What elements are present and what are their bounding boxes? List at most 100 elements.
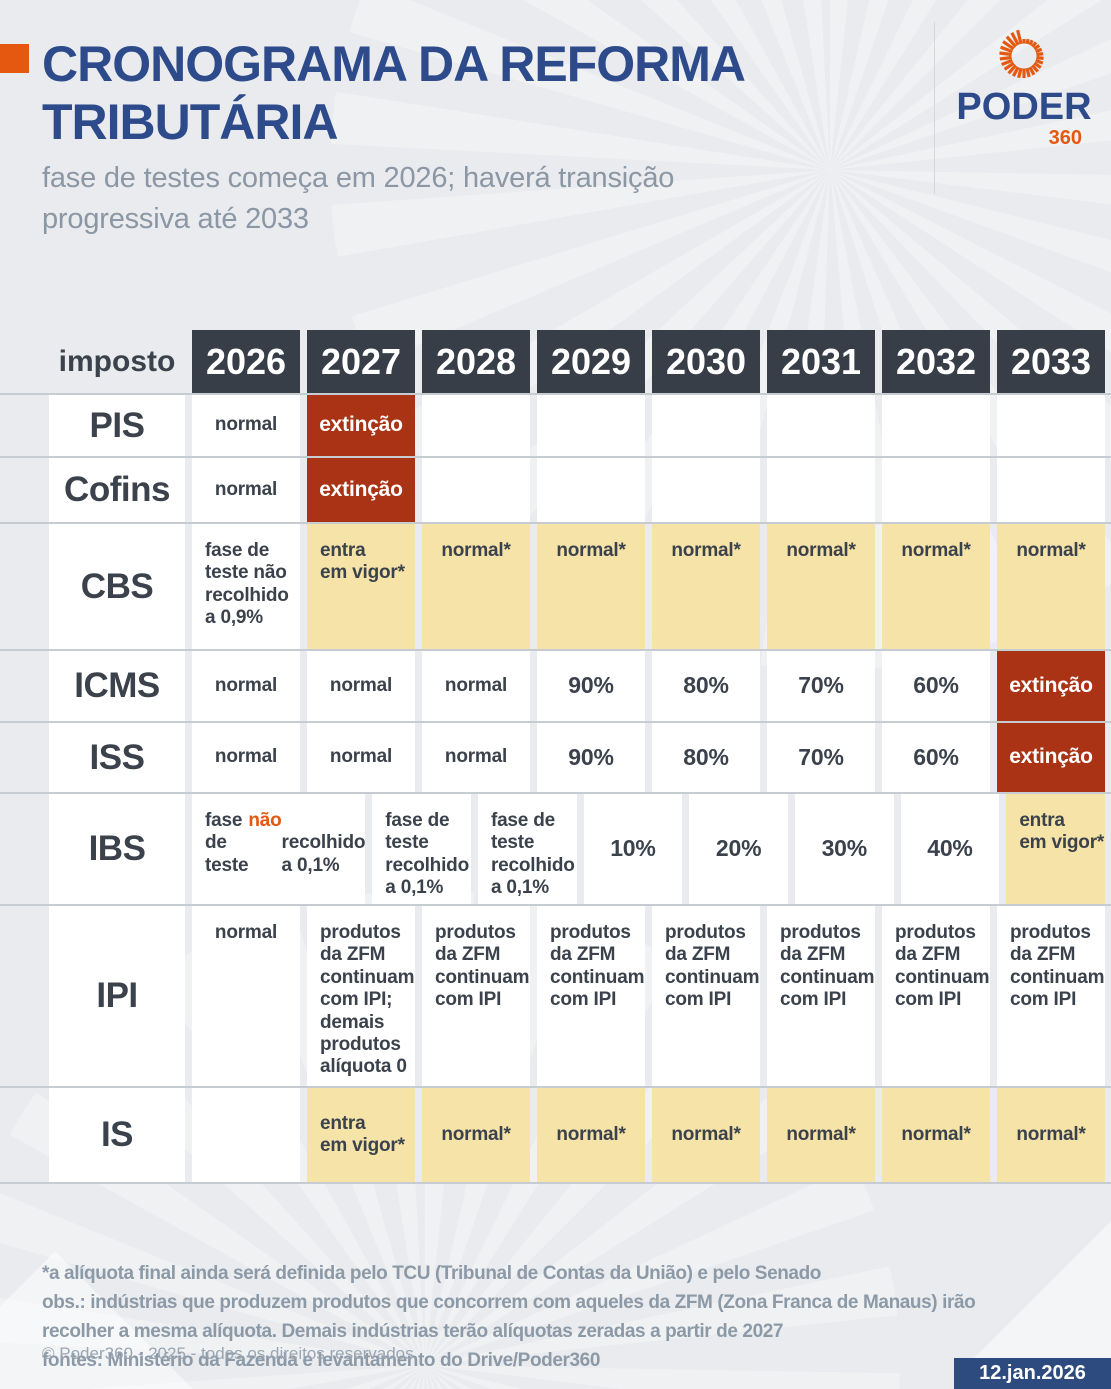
cell-cbs-2032: normal* xyxy=(882,524,990,649)
cell-icms-2031: 70% xyxy=(767,651,875,721)
cell-icms-2032: 60% xyxy=(882,651,990,721)
cell-ibs-2027: fase de teste recolhido a 0,1% xyxy=(372,794,471,904)
cell-is-2030: normal* xyxy=(652,1088,760,1182)
cell-ipi-2030: produtos da ZFM continuam com IPI xyxy=(652,906,760,1086)
table-row-ipi: IPI normal produtos da ZFM continuam com I… xyxy=(0,906,1111,1088)
highlight-nao: não xyxy=(248,810,282,831)
table-row-cbs: CBS fase de teste não recolhido a 0,9% ent… xyxy=(0,524,1111,651)
cell-cbs-2030: normal* xyxy=(652,524,760,649)
cell-icms-2028: normal xyxy=(422,651,530,721)
background-diamond-right xyxy=(962,1172,1111,1389)
table-row-is: IS entra em vigor* normal* normal* normal* no… xyxy=(0,1088,1111,1184)
cell-is-2027: entra em vigor* xyxy=(307,1088,415,1182)
table-row-cofins: Cofins normal extinção xyxy=(0,458,1111,524)
table-left-pad xyxy=(0,395,42,456)
column-header-2028: 2028 xyxy=(422,330,530,393)
cell-is-2033: normal* xyxy=(997,1088,1105,1182)
cell-ipi-2033: produtos da ZFM continuam com IPI xyxy=(997,906,1105,1086)
cell-ipi-2026: normal xyxy=(192,906,300,1086)
table-row-iss: ISS normal normal normal 90% 80% 70% 60% extinçã… xyxy=(0,723,1111,794)
cell-cbs-2028: normal* xyxy=(422,524,530,649)
cell-ibs-2031: 30% xyxy=(794,794,894,904)
cell-is-2028: normal* xyxy=(422,1088,530,1182)
cell-ibs-2029: 10% xyxy=(583,794,683,904)
cell-ipi-2027: produtos da ZFM continuam com IPI; demai… xyxy=(307,906,415,1086)
cell-cbs-2027: entra em vigor* xyxy=(307,524,415,649)
cell-iss-2028: normal xyxy=(422,723,530,792)
cell-icms-2026: normal xyxy=(192,651,300,721)
cell-pis-2033 xyxy=(997,395,1105,456)
cell-cbs-2033: normal* xyxy=(997,524,1105,649)
cell-cofins-2028 xyxy=(422,458,530,522)
cell-pis-2028 xyxy=(422,395,530,456)
cell-iss-2026: normal xyxy=(192,723,300,792)
row-label-icms: ICMS xyxy=(49,651,185,721)
cell-icms-2033: extinção xyxy=(997,651,1105,721)
cell-pis-2031 xyxy=(767,395,875,456)
cell-ibs-2030: 20% xyxy=(689,794,788,904)
cell-ipi-2029: produtos da ZFM continuam com IPI xyxy=(537,906,645,1086)
row-label-ipi: IPI xyxy=(49,906,185,1086)
poder360-logo: PODER 360 xyxy=(948,24,1100,150)
table-left-pad xyxy=(0,723,42,792)
cell-pis-2026: normal xyxy=(192,395,300,456)
table-row-pis: PIS normal extinção xyxy=(0,395,1111,458)
column-header-2027: 2027 xyxy=(307,330,415,393)
logo-360-text: 360 xyxy=(1048,126,1082,149)
sunburst-icon xyxy=(999,29,1044,79)
cell-icms-2030: 80% xyxy=(652,651,760,721)
table-left-pad xyxy=(0,906,42,1086)
column-header-2033: 2033 xyxy=(997,330,1105,393)
footnote-asterisk: *a alíquota final ainda será definida pe… xyxy=(42,1263,822,1284)
row-label-is: IS xyxy=(49,1088,185,1182)
cell-cbs-2026: fase de teste não recolhido a 0,9% xyxy=(192,524,300,649)
header-divider xyxy=(934,22,935,194)
cell-ipi-2031: produtos da ZFM continuam com IPI xyxy=(767,906,875,1086)
cell-is-2026 xyxy=(192,1088,300,1182)
row-label-pis: PIS xyxy=(49,395,185,456)
cell-pis-2029 xyxy=(537,395,645,456)
table-header-row: imposto 2026 2027 2028 2029 2030 2031 2032 2033 xyxy=(0,330,1111,395)
date-badge: 12.jan.2026 xyxy=(954,1358,1111,1389)
table-left-pad xyxy=(0,458,42,522)
logo-brand-text: PODER xyxy=(956,86,1092,128)
page-title: CRONOGRAMA DA REFORMA TRIBUTÁRIA xyxy=(42,36,746,150)
cell-text: recolhido a 0,1% xyxy=(281,832,366,876)
cell-ibs-2033: entra em vigor* xyxy=(1006,794,1105,904)
cell-iss-2033: extinção xyxy=(997,723,1105,792)
column-header-2031: 2031 xyxy=(767,330,875,393)
column-header-2030: 2030 xyxy=(652,330,760,393)
row-label-cbs: CBS xyxy=(49,524,185,649)
column-header-2029: 2029 xyxy=(537,330,645,393)
cell-text: fase de teste xyxy=(205,810,249,876)
cell-is-2029: normal* xyxy=(537,1088,645,1182)
cell-cbs-2029: normal* xyxy=(537,524,645,649)
table-left-pad xyxy=(0,330,42,393)
cell-cbs-2031: normal* xyxy=(767,524,875,649)
table-left-pad xyxy=(0,651,42,721)
footnotes: *a alíquota final ainda será definida pe… xyxy=(42,1259,976,1375)
cell-ibs-2028: fase de teste recolhido a 0,1% xyxy=(477,794,577,904)
cell-iss-2032: 60% xyxy=(882,723,990,792)
cell-icms-2027: normal xyxy=(307,651,415,721)
cell-cofins-2030 xyxy=(652,458,760,522)
row-label-cofins: Cofins xyxy=(49,458,185,522)
page-subtitle: fase de testes começa em 2026; haverá tr… xyxy=(42,162,675,236)
cell-cofins-2027: extinção xyxy=(307,458,415,522)
cell-is-2031: normal* xyxy=(767,1088,875,1182)
cell-iss-2030: 80% xyxy=(652,723,760,792)
table-left-pad xyxy=(0,794,42,904)
table-left-pad xyxy=(0,1088,42,1182)
column-header-2032: 2032 xyxy=(882,330,990,393)
cell-icms-2029: 90% xyxy=(537,651,645,721)
row-label-iss: ISS xyxy=(49,723,185,792)
cell-iss-2027: normal xyxy=(307,723,415,792)
footnote-sources: fontes: Ministério da Fazenda e levantam… xyxy=(42,1350,601,1371)
cell-ibs-2026: fase de teste não recolhido a 0,1% xyxy=(192,794,365,904)
table-row-icms: ICMS normal normal normal 90% 80% 70% 60% extinç… xyxy=(0,651,1111,723)
cell-cofins-2033 xyxy=(997,458,1105,522)
copyright-text: © Poder360 - 2025 - todos os direitos re… xyxy=(42,1344,414,1363)
cell-cofins-2031 xyxy=(767,458,875,522)
cell-iss-2029: 90% xyxy=(537,723,645,792)
cell-cofins-2029 xyxy=(537,458,645,522)
